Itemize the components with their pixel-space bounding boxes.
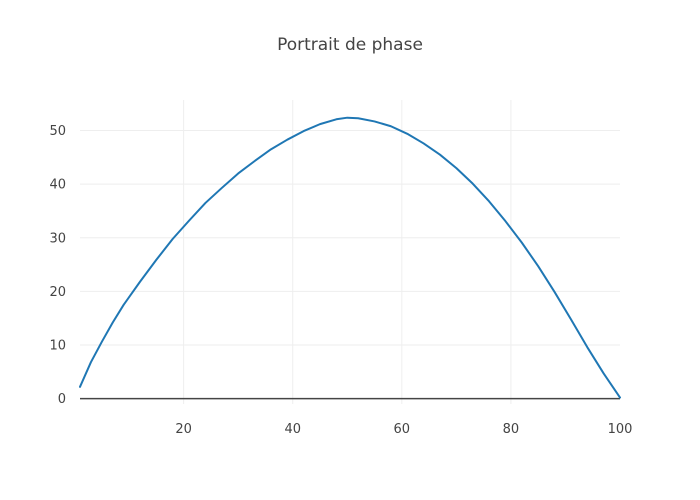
tick-label-layer: 20 40 60 80 100 0 10 20 30 40 50	[49, 124, 632, 437]
series-line	[79, 116, 621, 399]
y-tick-label: 50	[49, 124, 66, 139]
y-tick-label: 10	[49, 339, 66, 354]
x-tick-label: 80	[503, 422, 520, 437]
y-tick-label: 0	[58, 392, 66, 407]
series-layer	[79, 116, 621, 399]
x-tick-label: 20	[175, 422, 192, 437]
y-tick-label: 20	[49, 285, 66, 300]
grid-layer	[80, 100, 620, 404]
y-tick-label: 40	[49, 178, 66, 193]
x-tick-label: 40	[284, 422, 301, 437]
x-tick-label: 60	[394, 422, 411, 437]
x-tick-label: 100	[608, 422, 633, 437]
y-tick-label: 30	[49, 231, 66, 246]
chart-title: Portrait de phase	[277, 35, 423, 55]
